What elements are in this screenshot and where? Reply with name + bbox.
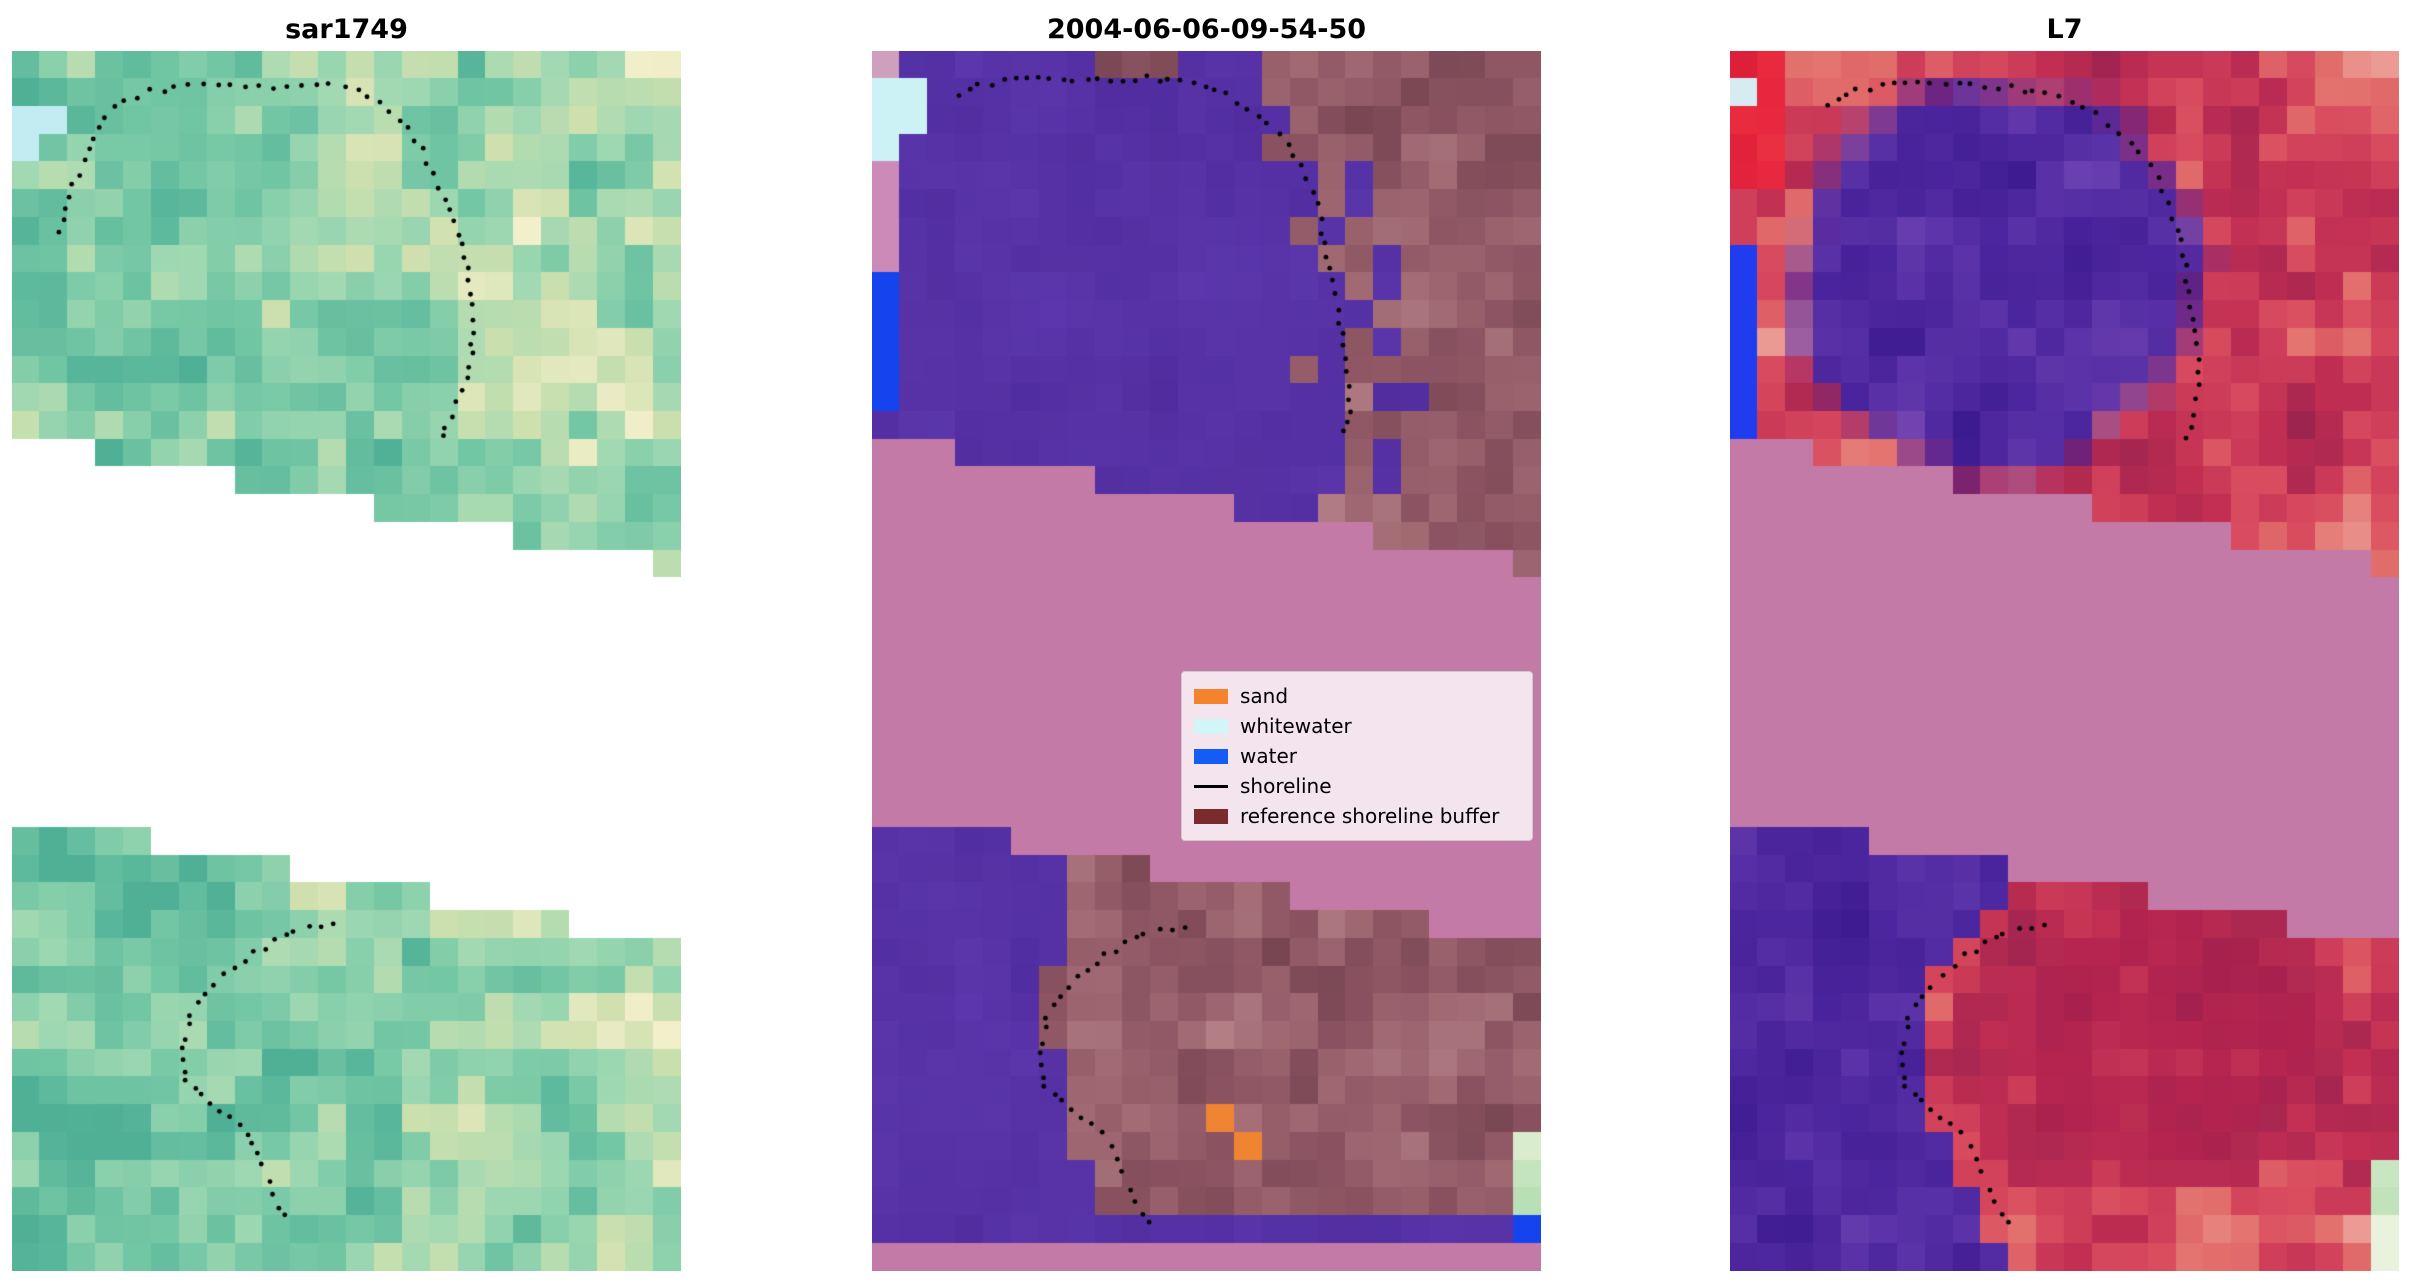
legend-label: whitewater [1240,714,1352,738]
l7-image-area [1730,51,2399,1271]
panel-title-classified: 2004-06-06-09-54-50 [1046,14,1367,45]
legend-item: water [1194,741,1520,771]
sar-image-canvas [12,51,681,1271]
shoreline-swatch [1194,784,1228,788]
panel-title-sar: sar1749 [285,14,408,45]
sand-swatch [1194,688,1228,704]
legend-label: water [1240,744,1297,768]
sar-image-area [12,51,681,1271]
panel-title-l7: L7 [2046,14,2083,45]
legend-item: reference shoreline buffer [1194,801,1520,831]
legend-label: sand [1240,684,1289,708]
l7-image-canvas [1730,51,2399,1271]
classified-image-canvas [872,51,1541,1271]
legend-item: shoreline [1194,771,1520,801]
panel-l7: L7 [1730,8,2399,1271]
reference-shoreline-buffer-swatch [1194,808,1228,824]
whitewater-swatch [1194,718,1228,734]
panel-sar: sar1749 [12,8,681,1271]
water-swatch [1194,748,1228,764]
legend: sand whitewater water shoreline reference sh… [1181,671,1533,841]
legend-item: whitewater [1194,711,1520,741]
legend-label: reference shoreline buffer [1240,804,1500,828]
classified-image-area: sand whitewater water shoreline reference sh… [872,51,1541,1271]
legend-label: shoreline [1240,774,1332,798]
panel-classified: 2004-06-06-09-54-50 sand whitewater water s… [872,8,1541,1271]
legend-item: sand [1194,681,1520,711]
